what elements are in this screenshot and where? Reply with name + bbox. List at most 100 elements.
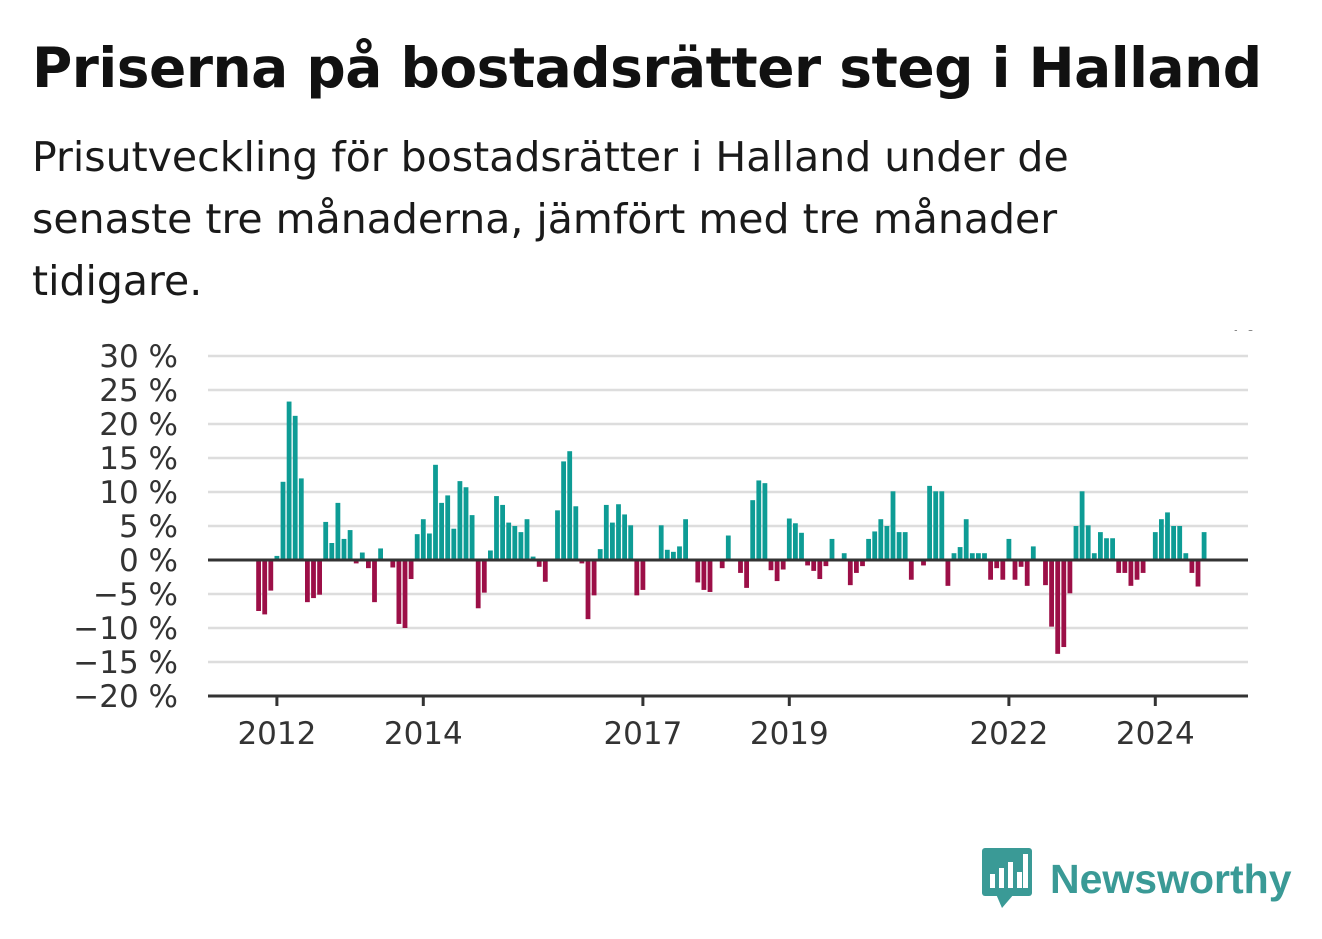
bar	[1030, 546, 1036, 560]
bar	[1201, 532, 1207, 560]
bar	[518, 532, 524, 560]
bar	[817, 560, 823, 580]
latest-value-annotation: 4 %	[1198, 330, 1257, 338]
bar	[268, 560, 274, 591]
bar	[988, 560, 993, 580]
bar	[908, 560, 914, 580]
newsworthy-logo: Newsworthy	[980, 846, 1292, 912]
bar	[963, 519, 969, 560]
bar	[847, 560, 853, 586]
bar	[1067, 560, 1073, 594]
bar	[640, 560, 646, 590]
bar	[506, 522, 512, 560]
bar	[298, 478, 304, 560]
bar	[969, 553, 975, 560]
y-tick-label: 15 %	[99, 441, 178, 477]
bar	[658, 525, 664, 560]
bar	[774, 560, 780, 582]
bar	[335, 502, 341, 560]
y-tick-label: −15 %	[73, 645, 178, 681]
bar	[1073, 526, 1079, 560]
bar	[591, 560, 597, 596]
bar	[872, 531, 878, 560]
bar	[292, 415, 298, 560]
bar	[902, 532, 908, 560]
bar	[366, 560, 371, 569]
bar	[707, 560, 713, 592]
bar	[957, 547, 963, 560]
bar	[622, 514, 627, 560]
bar	[1012, 560, 1018, 580]
bar	[982, 553, 987, 560]
bar	[884, 526, 890, 560]
x-tick-label: 2019	[750, 716, 829, 752]
bar	[323, 521, 329, 560]
bar	[683, 519, 688, 560]
bar	[756, 480, 762, 560]
bar	[353, 560, 359, 564]
bar	[616, 504, 621, 560]
bar	[725, 535, 731, 560]
bar	[1104, 538, 1109, 560]
bar	[1122, 560, 1128, 573]
bar	[286, 401, 292, 560]
bar	[347, 530, 353, 560]
bar	[1043, 560, 1048, 586]
bar	[311, 560, 316, 599]
bar	[585, 560, 591, 620]
bar	[896, 532, 902, 560]
bar	[536, 560, 542, 567]
bar	[1171, 526, 1176, 560]
bar-chart-speech-bubble-icon	[982, 848, 1032, 908]
bar	[414, 534, 420, 560]
bar	[1098, 532, 1103, 560]
bar	[457, 481, 463, 560]
bar	[1177, 526, 1183, 560]
bar	[597, 549, 603, 560]
bar	[762, 483, 768, 560]
chart-title: Priserna på bostadsrätter steg i Halland	[32, 36, 1262, 100]
bar	[420, 519, 426, 560]
bar	[1006, 538, 1012, 560]
bar	[866, 538, 871, 560]
bar	[1195, 560, 1201, 587]
bar-chart: 30 %25 %20 %15 %10 %5 %0 %−5 %−10 %−15 %…	[73, 330, 1257, 752]
bar	[805, 560, 810, 566]
bar	[494, 496, 499, 560]
y-tick-label: −5 %	[93, 577, 178, 613]
bar	[524, 519, 530, 560]
bar	[1018, 560, 1024, 567]
bar	[677, 546, 682, 560]
bar	[1091, 553, 1097, 560]
bar	[1152, 532, 1158, 560]
axes	[208, 558, 1248, 706]
bar	[854, 560, 859, 573]
bar	[427, 533, 432, 560]
bar	[1134, 560, 1140, 580]
bar	[445, 495, 451, 560]
bar	[994, 560, 1000, 569]
bar	[878, 519, 884, 560]
bar	[463, 487, 469, 560]
x-tick-label: 2012	[237, 716, 316, 752]
bar	[256, 560, 261, 611]
bar	[939, 491, 945, 560]
bar	[695, 560, 701, 583]
x-tick-label: 2017	[603, 716, 682, 752]
x-tick-label: 2022	[969, 716, 1048, 752]
bar	[329, 543, 335, 560]
bars	[256, 401, 1207, 654]
bar	[701, 560, 707, 590]
brand-name: Newsworthy	[1050, 855, 1292, 902]
bar	[451, 528, 457, 560]
bar	[945, 560, 951, 586]
bar	[439, 502, 444, 560]
bar	[567, 451, 573, 560]
bar	[1140, 560, 1146, 573]
bar	[408, 560, 414, 580]
bar	[475, 560, 481, 609]
bar	[750, 500, 756, 560]
y-tick-label: 0 %	[119, 543, 178, 579]
bar	[1055, 560, 1061, 654]
bar	[372, 560, 377, 603]
